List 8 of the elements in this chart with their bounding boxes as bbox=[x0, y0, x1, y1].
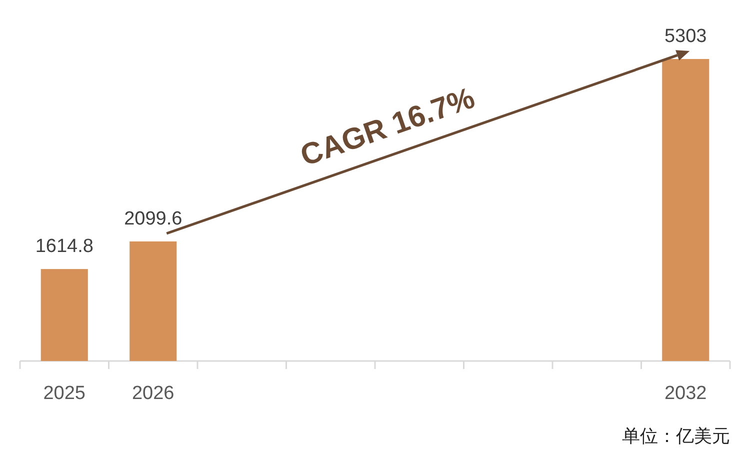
x-tick-label: 2032 bbox=[664, 383, 707, 404]
text: 单位：亿美元 bbox=[622, 426, 730, 446]
data-label: 5303 bbox=[664, 26, 707, 47]
x-tick-label: 2025 bbox=[43, 383, 86, 404]
data-label: 2099.6 bbox=[124, 208, 182, 230]
annotation: CAGR 16.7% bbox=[296, 82, 479, 173]
data-label: 1614.8 bbox=[35, 236, 94, 258]
x-tick-label: 2026 bbox=[132, 383, 174, 404]
